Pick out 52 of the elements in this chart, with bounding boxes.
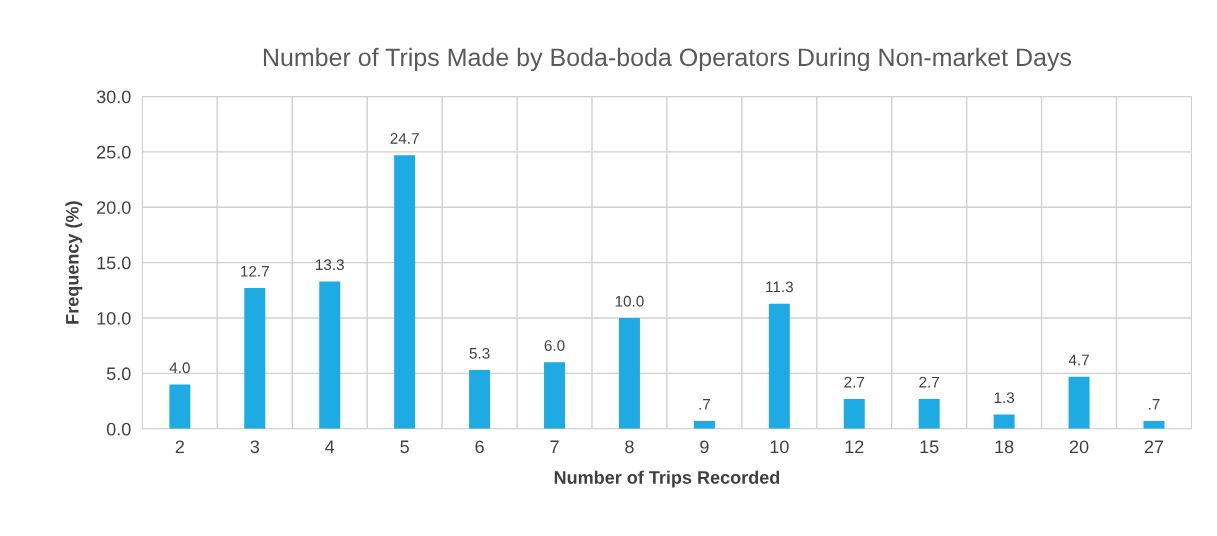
x-axis-title: Number of Trips Recorded [554,470,780,488]
x-tick-label: 4 [325,440,335,453]
bar [394,155,416,429]
bar [693,421,715,429]
y-axis-title: Frequency (%) [65,201,83,324]
bar [544,362,566,429]
data-label: 24.7 [390,133,419,144]
data-label: .7 [1149,399,1160,410]
x-tick-label: 20 [1069,440,1089,454]
bar [618,318,640,429]
y-tick-label: 5.0 [106,367,131,381]
bar [993,414,1015,429]
bar [918,398,940,429]
bar [469,370,491,429]
chart-title: Number of Trips Made by Boda-boda Operators During Non-market Days [263,47,1072,72]
data-label: 11.3 [766,281,793,293]
data-label: 13.3 [316,259,344,271]
y-tick-label: 30.0 [96,90,131,104]
x-tick-label: 5 [400,440,409,454]
x-tick-label: 3 [250,440,260,454]
x-tick-label: 9 [700,440,709,454]
x-tick-label: 8 [625,440,634,454]
data-label: 2.7 [844,376,865,388]
data-label: 1.3 [994,392,1015,404]
bar [1068,376,1090,429]
x-tick-label: 2 [175,440,184,453]
data-label: 2.7 [919,376,940,388]
bar [768,303,790,429]
y-tick-label: 10.0 [97,311,131,325]
x-tick-label: 15 [920,440,939,454]
x-tick-label: 7 [550,440,559,453]
y-tick-label: 15.0 [97,256,131,270]
data-label: .7 [699,399,710,410]
x-tick-label: 10 [770,440,789,454]
bar [244,288,266,429]
data-label: 4.7 [1068,354,1089,366]
bar [843,398,865,429]
bar [169,384,191,429]
data-label: 12.7 [241,265,269,277]
bar [319,281,341,429]
x-tick-label: 27 [1144,440,1164,453]
x-tick-label: 18 [995,440,1014,454]
y-tick-label: 0.0 [106,422,131,436]
data-label: 4.0 [169,362,190,374]
y-tick-label: 25.0 [97,145,131,159]
data-label: 6.0 [544,340,565,351]
y-tick-label: 20.0 [97,201,131,214]
data-label: 10.0 [615,295,644,307]
data-label: 5.3 [469,347,490,359]
x-tick-label: 6 [475,440,484,454]
bar [1143,421,1165,429]
x-tick-label: 12 [845,440,864,453]
